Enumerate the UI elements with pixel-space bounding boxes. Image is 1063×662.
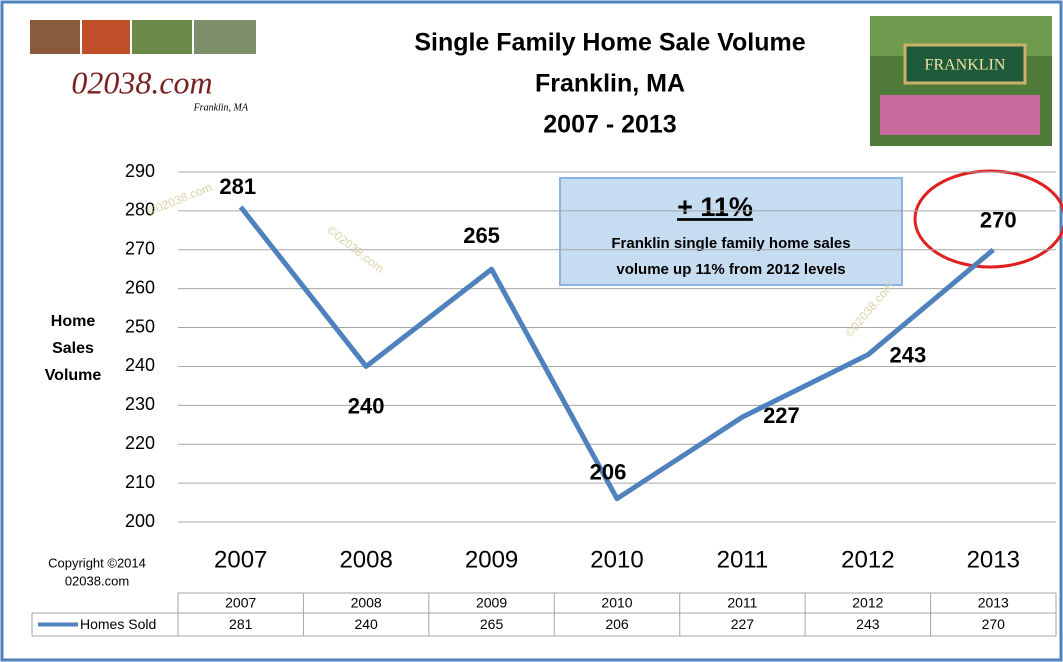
x-tick-label: 2013 <box>967 546 1020 573</box>
chart-title: 2007 - 2013 <box>543 111 676 139</box>
table-value: 240 <box>354 616 378 632</box>
table-value: 270 <box>982 616 1006 632</box>
y-tick-label: 270 <box>125 239 155 259</box>
x-tick-label: 2012 <box>841 546 894 573</box>
table-value: 243 <box>856 616 880 632</box>
table-category: 2008 <box>351 595 382 611</box>
table-category: 2011 <box>727 595 757 611</box>
table-value: 227 <box>731 616 755 632</box>
y-axis-label: Home <box>51 313 96 330</box>
data-label: 281 <box>219 174 256 199</box>
copyright: Copyright ©2014 <box>48 555 146 570</box>
logo-place: Franklin, MA <box>193 102 249 113</box>
data-label: 206 <box>590 459 627 484</box>
table-category: 2007 <box>225 595 256 611</box>
data-label: 265 <box>463 223 500 248</box>
highlight-ellipse <box>913 169 1063 269</box>
data-line <box>238 205 995 502</box>
annotation-text: Franklin single family home sales <box>611 235 850 252</box>
y-tick-label: 290 <box>125 161 155 181</box>
data-label: 270 <box>980 208 1017 233</box>
y-tick-label: 250 <box>125 316 155 336</box>
legend-label: Homes Sold <box>80 616 156 632</box>
data-label: 227 <box>763 403 800 428</box>
y-tick-label: 230 <box>125 394 155 414</box>
annotation-text: volume up 11% from 2012 levels <box>616 261 845 278</box>
chart-title: Franklin, MA <box>535 70 685 98</box>
data-label: 240 <box>348 393 385 418</box>
data-label: 243 <box>889 343 926 368</box>
y-tick-label: 240 <box>125 355 155 375</box>
copyright: 02038.com <box>65 573 129 588</box>
logo-site: 02038.com <box>71 64 212 100</box>
table-category: 2012 <box>852 595 883 611</box>
table-value: 265 <box>480 616 504 632</box>
y-tick-label: 260 <box>125 277 155 297</box>
table-category: 2009 <box>476 595 507 611</box>
table-value: 206 <box>605 616 629 632</box>
x-tick-label: 2010 <box>590 546 643 573</box>
chart-title: Single Family Home Sale Volume <box>414 29 805 57</box>
table-value: 281 <box>229 616 253 632</box>
y-axis-label: Volume <box>45 367 102 384</box>
annotation-box <box>559 177 903 286</box>
y-tick-label: 210 <box>125 472 155 492</box>
table-category: 2010 <box>601 595 632 611</box>
table-category: 2013 <box>978 595 1009 611</box>
annotation-headline: + 11% <box>677 192 753 222</box>
sign-text: FRANKLIN <box>925 57 1006 74</box>
x-tick-label: 2007 <box>214 546 267 573</box>
y-tick-label: 200 <box>125 511 155 531</box>
y-tick-label: 220 <box>125 433 155 453</box>
sign-photo: FRANKLIN <box>870 16 1052 146</box>
x-tick-label: 2011 <box>717 546 769 573</box>
x-tick-label: 2009 <box>465 546 518 573</box>
x-tick-label: 2008 <box>339 546 392 573</box>
logo-photos <box>30 20 256 54</box>
y-tick-label: 280 <box>125 200 155 220</box>
y-axis-label: Sales <box>52 340 94 357</box>
